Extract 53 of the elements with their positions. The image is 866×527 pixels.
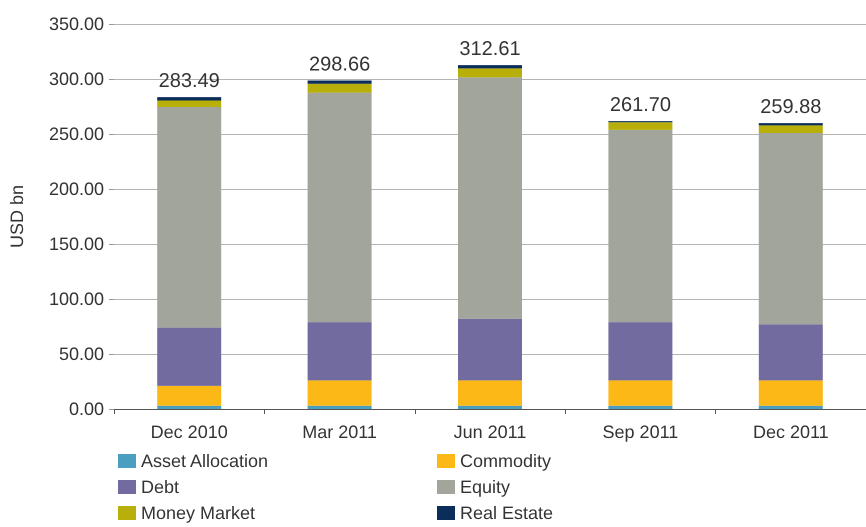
y-axis-title: USD bn xyxy=(7,184,27,248)
bar xyxy=(608,380,672,406)
bar xyxy=(157,386,222,406)
y-tick-label: 350.00 xyxy=(48,14,104,34)
total-label: 298.66 xyxy=(309,53,370,76)
bar xyxy=(608,122,672,130)
bar xyxy=(458,406,522,409)
bar xyxy=(308,380,372,406)
legend-label: Money Market xyxy=(141,503,256,523)
bar xyxy=(758,406,823,409)
bar xyxy=(308,322,372,380)
x-tick-label: Dec 2010 xyxy=(150,422,228,442)
bar xyxy=(458,68,522,78)
bar xyxy=(308,92,372,322)
bar xyxy=(157,107,222,328)
y-tick-label: 200.00 xyxy=(48,179,104,199)
y-tick-label: 250.00 xyxy=(48,124,104,144)
x-tick-label: Dec 2011 xyxy=(752,422,829,442)
bar xyxy=(458,77,522,319)
y-tick-label: 100.00 xyxy=(48,289,104,309)
legend-label: Real Estate xyxy=(460,503,554,523)
x-tick-label: Sep 2011 xyxy=(602,422,678,442)
x-tick-label: Mar 2011 xyxy=(302,422,377,442)
bar xyxy=(308,84,372,93)
legend-label: Equity xyxy=(460,477,510,497)
bar xyxy=(157,100,222,108)
bar xyxy=(608,130,672,322)
bar xyxy=(308,406,372,409)
bar xyxy=(758,125,823,134)
bar xyxy=(157,406,222,409)
bar xyxy=(608,406,672,409)
bar xyxy=(157,97,222,100)
total-label: 312.61 xyxy=(459,38,521,60)
y-tick-label: 0.00 xyxy=(68,399,104,419)
total-label: 283.49 xyxy=(158,70,220,92)
y-tick-label: 300.00 xyxy=(48,69,104,89)
bar xyxy=(157,328,222,386)
legend-label: Commodity xyxy=(460,451,552,471)
legend-label: Asset Allocation xyxy=(141,451,268,471)
legend-label: Debt xyxy=(141,477,180,497)
bar xyxy=(608,322,672,380)
total-label: 261.70 xyxy=(610,94,671,116)
x-tick-label: Jun 2011 xyxy=(454,422,526,442)
y-tick-label: 50.00 xyxy=(58,344,104,364)
bar xyxy=(458,380,522,406)
total-label: 259.88 xyxy=(760,96,822,118)
y-tick-label: 150.00 xyxy=(48,234,104,254)
bar xyxy=(458,318,522,380)
bar xyxy=(308,80,372,84)
bar xyxy=(758,380,823,406)
bar xyxy=(758,133,823,324)
bar xyxy=(458,65,522,68)
bar xyxy=(758,324,823,380)
